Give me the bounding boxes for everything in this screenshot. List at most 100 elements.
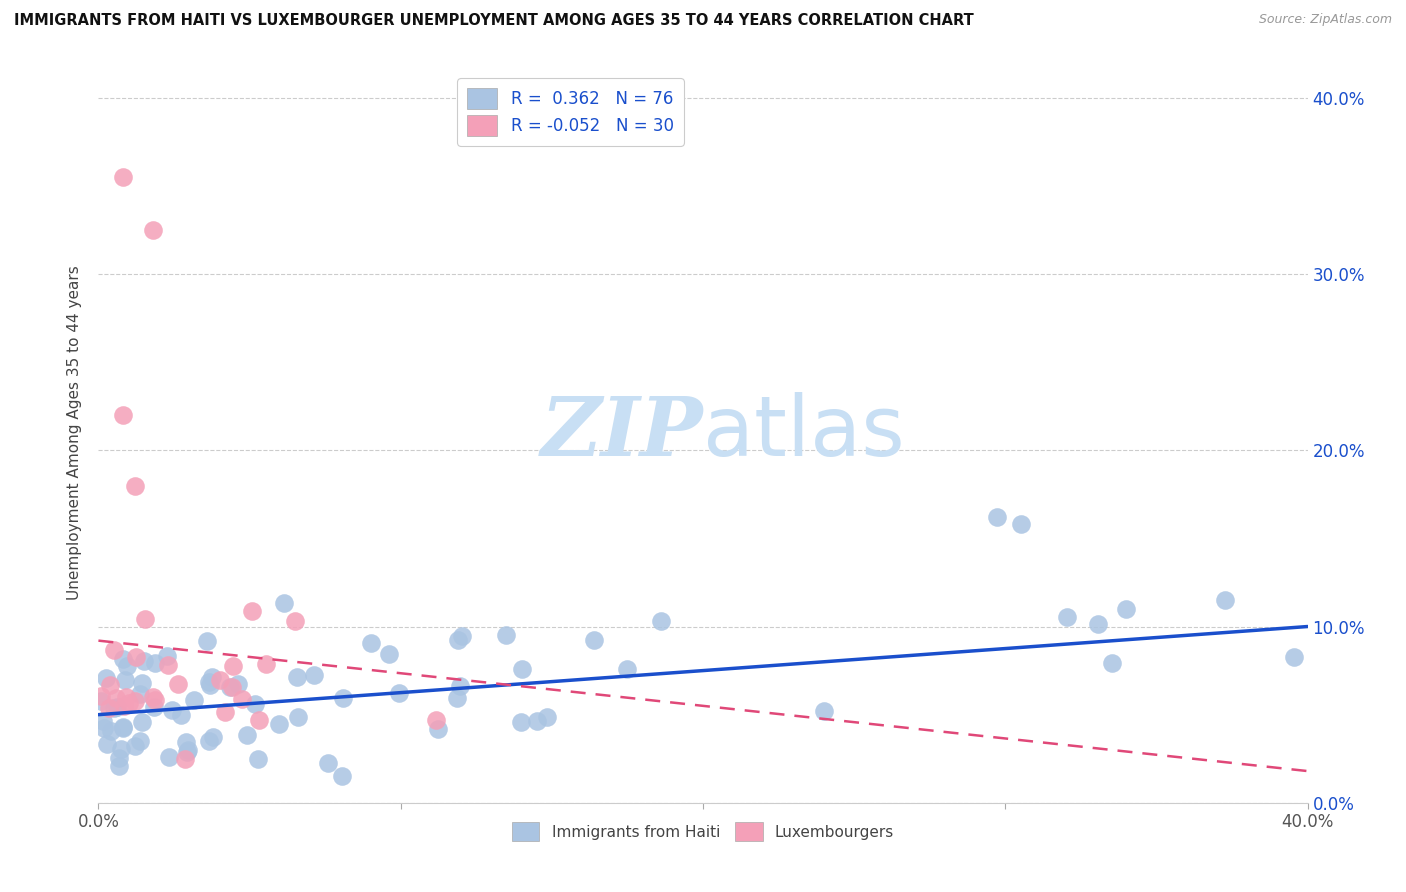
Point — [108, 751, 131, 765]
Point — [200, 670, 222, 684]
Point — [222, 659, 245, 673]
Point — [208, 673, 231, 688]
Point — [105, 690, 128, 705]
Point — [117, 659, 139, 673]
Point — [112, 699, 135, 714]
Point — [332, 690, 354, 705]
Point — [111, 169, 134, 184]
Point — [98, 678, 121, 692]
Point — [183, 692, 205, 706]
Point — [132, 654, 155, 668]
Point — [177, 743, 200, 757]
Point — [110, 741, 132, 756]
Point — [125, 650, 148, 665]
Point — [236, 728, 259, 742]
Point — [103, 642, 125, 657]
Point — [284, 614, 307, 628]
Point — [131, 714, 153, 729]
Point — [93, 722, 115, 736]
Point — [143, 657, 166, 671]
Point — [388, 686, 411, 700]
Point — [1213, 593, 1236, 607]
Point — [142, 699, 165, 714]
Point — [446, 690, 468, 705]
Point — [582, 632, 605, 647]
Point — [1010, 517, 1032, 532]
Point — [118, 696, 141, 710]
Point — [124, 694, 146, 708]
Point — [245, 697, 267, 711]
Point — [90, 689, 112, 703]
Point — [986, 510, 1008, 524]
Text: ZIP: ZIP — [540, 392, 703, 473]
Point — [287, 710, 309, 724]
Point — [166, 676, 188, 690]
Point — [129, 687, 152, 701]
Point — [425, 713, 447, 727]
Point — [247, 713, 270, 727]
Point — [98, 701, 121, 715]
Point — [240, 604, 263, 618]
Point — [221, 681, 243, 695]
Point — [112, 721, 135, 735]
Point — [94, 671, 117, 685]
Point — [246, 752, 269, 766]
Point — [377, 647, 399, 661]
Point — [254, 657, 277, 672]
Point — [91, 714, 114, 728]
Point — [176, 745, 198, 759]
Point — [1115, 602, 1137, 616]
Point — [218, 680, 240, 694]
Point — [143, 693, 166, 707]
Point — [108, 759, 131, 773]
Point — [616, 662, 638, 676]
Point — [160, 703, 183, 717]
Point — [131, 676, 153, 690]
Point — [1087, 616, 1109, 631]
Text: IMMIGRANTS FROM HAITI VS LUXEMBOURGER UNEMPLOYMENT AMONG AGES 35 TO 44 YEARS COR: IMMIGRANTS FROM HAITI VS LUXEMBOURGER UN… — [14, 13, 974, 29]
Point — [129, 734, 152, 748]
Point — [214, 705, 236, 719]
Point — [105, 699, 128, 714]
Point — [174, 735, 197, 749]
Point — [449, 679, 471, 693]
Point — [1056, 610, 1078, 624]
Point — [426, 723, 449, 737]
Point — [201, 730, 224, 744]
Point — [157, 657, 180, 672]
Point — [124, 739, 146, 754]
Point — [173, 752, 195, 766]
Point — [536, 710, 558, 724]
Point — [360, 636, 382, 650]
Point — [142, 690, 165, 704]
Point — [226, 677, 249, 691]
Point — [156, 648, 179, 663]
Point — [1101, 656, 1123, 670]
Point — [287, 670, 309, 684]
Point — [267, 717, 290, 731]
Point — [650, 614, 672, 628]
Point — [304, 668, 326, 682]
Point — [1282, 649, 1305, 664]
Point — [157, 750, 180, 764]
Point — [526, 714, 548, 728]
Point — [111, 720, 134, 734]
Point — [124, 478, 146, 492]
Point — [198, 678, 221, 692]
Point — [90, 694, 112, 708]
Point — [231, 691, 253, 706]
Y-axis label: Unemployment Among Ages 35 to 44 years: Unemployment Among Ages 35 to 44 years — [67, 265, 83, 600]
Point — [195, 633, 218, 648]
Text: atlas: atlas — [703, 392, 904, 473]
Point — [114, 673, 136, 687]
Point — [100, 723, 122, 738]
Point — [111, 408, 134, 422]
Point — [509, 714, 531, 729]
Point — [273, 596, 295, 610]
Text: Source: ZipAtlas.com: Source: ZipAtlas.com — [1258, 13, 1392, 27]
Point — [134, 612, 156, 626]
Point — [451, 628, 474, 642]
Legend: Immigrants from Haiti, Luxembourgers: Immigrants from Haiti, Luxembourgers — [506, 816, 900, 847]
Point — [197, 734, 219, 748]
Point — [114, 690, 136, 704]
